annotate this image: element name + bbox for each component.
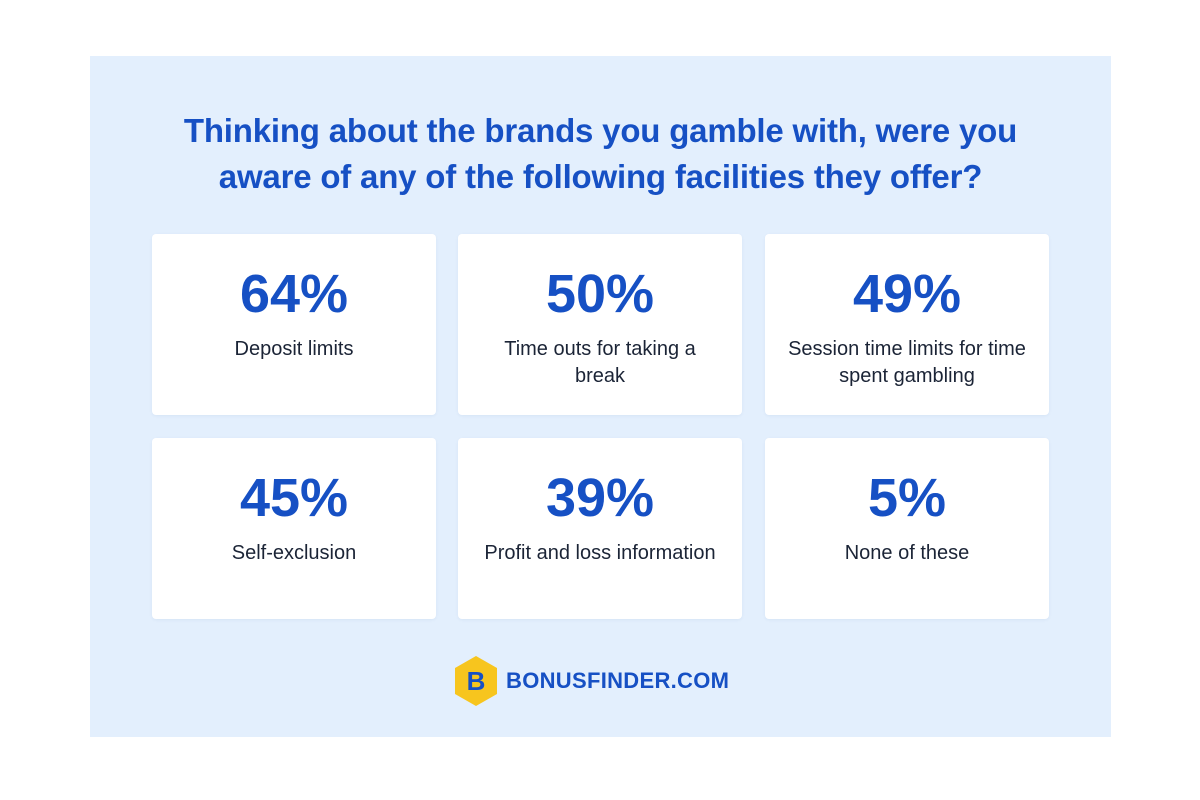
stat-label: Profit and loss information — [484, 542, 716, 564]
stat-card-grid: 64% Deposit limits 50% Time outs for taking… — [152, 234, 1049, 619]
logo-letter: B — [467, 666, 486, 696]
stat-label: None of these — [844, 542, 970, 564]
stat-card: 64% Deposit limits — [152, 234, 436, 415]
stat-label: Time outs for taking a break — [504, 338, 696, 387]
stat-card: 39% Profit and loss information — [458, 438, 742, 619]
stat-label: Session time limits for time spent gambl… — [788, 338, 1026, 387]
stat-value: 49% — [852, 264, 962, 324]
stat-value: 50% — [545, 264, 655, 324]
chart-title-line-2: aware of any of the following facilities… — [218, 158, 983, 195]
stat-label: Deposit limits — [234, 338, 354, 360]
stat-value: 5% — [867, 468, 947, 528]
brand-logo: B BONUSFINDER.COM — [452, 654, 729, 708]
stat-value: 39% — [545, 468, 655, 528]
infographic-panel: Thinking about the brands you gamble wit… — [90, 56, 1111, 737]
chart-title-line-1: Thinking about the brands you gamble wit… — [183, 112, 1018, 149]
stat-value: 45% — [239, 468, 349, 528]
stat-label: Self-exclusion — [231, 542, 357, 564]
stat-card: 50% Time outs for taking a break — [458, 234, 742, 415]
stat-card: 49% Session time limits for time spent ga… — [765, 234, 1049, 415]
stat-card: 5% None of these — [765, 438, 1049, 619]
hexagon-b-logo-icon: B — [455, 656, 497, 706]
brand-name: BONUSFINDER.COM — [506, 668, 730, 693]
stat-card: 45% Self-exclusion — [152, 438, 436, 619]
stat-value: 64% — [239, 264, 349, 324]
chart-title: Thinking about the brands you gamble wit… — [90, 108, 1111, 200]
